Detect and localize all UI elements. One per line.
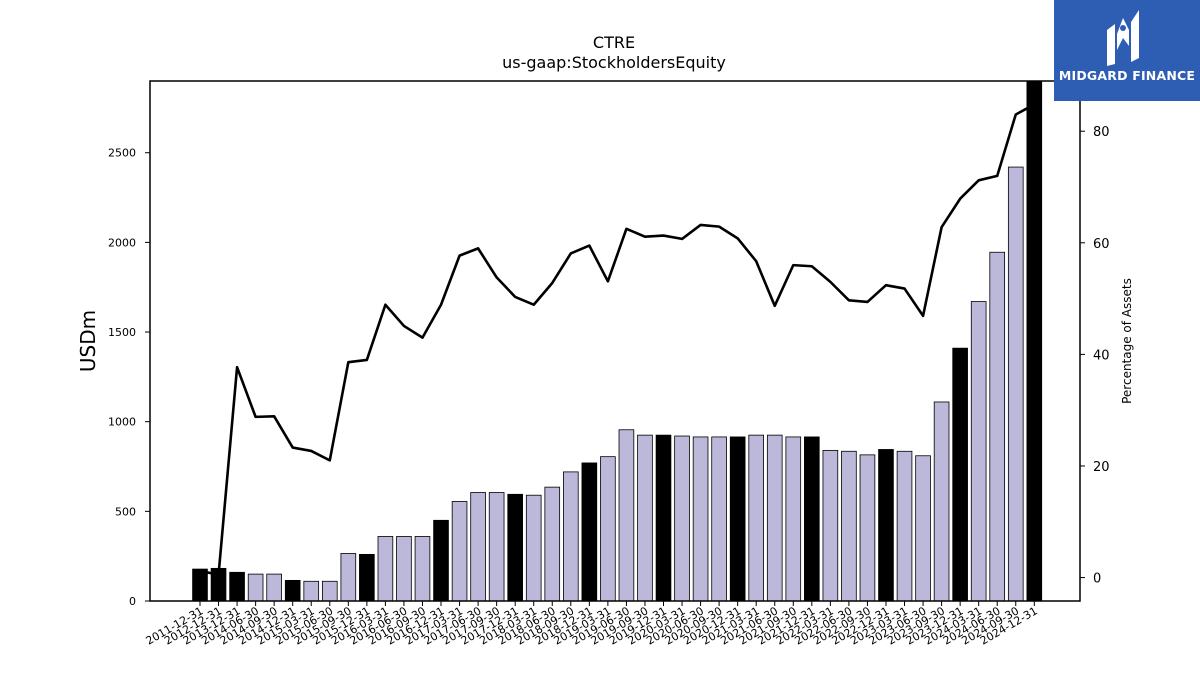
bar-2021-09-30 [785,436,802,602]
x-axis-ticks: 2011-12-312012-12-312013-12-312014-06-30… [144,601,1040,648]
chart-subtitle: us-gaap:StockholdersEquity [502,53,726,72]
bar-2014-12-31 [284,579,301,602]
bar-2023-09-30 [933,401,950,602]
bar-2021-06-30 [766,434,783,602]
bar-2020-12-31 [729,436,746,602]
bar-2017-09-30 [488,492,505,602]
bar-2017-06-30 [470,492,486,602]
y-tick-label: 2000 [108,236,136,249]
y-tick-label: 1500 [108,326,136,339]
bar-2015-06-30 [321,580,338,602]
percentage-line [199,103,1035,577]
bar-2020-03-31 [674,435,690,602]
bar-2018-06-30 [544,486,561,602]
y2-axis-ticks: 0 20 40 60 80 [1080,125,1110,587]
y2-tick-label: 40 [1093,348,1110,363]
bar-2016-06-30 [396,536,412,602]
bar-2019-03-31 [600,456,616,602]
bar-2022-09-30 [859,454,876,602]
y-axis-label: USDm [76,310,100,372]
y2-axis-label: Percentage of Assets [1120,278,1134,404]
bar-2022-03-31 [822,449,839,602]
bar-2024-12-31 [1026,80,1043,602]
bar-2023-03-31 [896,450,913,602]
bar-2017-12-31 [507,493,523,602]
bar-2021-12-31 [804,436,820,602]
bar-2015-12-31 [359,553,375,602]
bar-2016-12-31 [433,519,449,602]
bar-2018-03-31 [525,494,542,602]
logo-mark-icon [1107,10,1139,66]
bar-2018-09-30 [563,471,579,602]
y2-tick-label: 20 [1093,460,1110,475]
bar-2021-03-31 [748,434,764,602]
bar-2024-09-30 [1007,166,1024,602]
bar-2022-06-30 [841,450,857,602]
y2-tick-label: 0 [1093,572,1101,587]
line-group [199,103,1035,577]
logo-text: MIDGARD FINANCE [1058,68,1196,83]
bar-2019-12-31 [655,434,672,602]
y-tick-label: 2500 [108,147,136,160]
bar-2023-06-30 [915,455,931,602]
bar-2024-03-31 [970,301,987,602]
bar-2018-12-31 [581,462,598,602]
y2-tick-label: 60 [1093,237,1110,252]
bar-2013-12-31 [229,571,245,602]
bar-2011-12-31 [192,568,208,602]
bar-2020-09-30 [711,436,727,602]
y-axis-ticks: 0 500 1000 1500 2000 2500 [108,147,150,608]
y-tick-label: 500 [115,505,136,518]
bar-2015-09-30 [340,553,357,602]
bar-2016-03-31 [377,536,394,602]
bar-2019-09-30 [637,434,653,602]
bar-2019-06-30 [618,429,635,602]
bar-2014-09-30 [266,573,282,602]
bar-2022-12-31 [878,449,894,602]
bar-2014-06-30 [247,573,264,602]
bars-group [192,80,1043,602]
bar-2016-09-30 [414,536,431,602]
plot-frame [149,80,1081,602]
y2-tick-label: 80 [1093,125,1110,140]
chart-title: CTRE [593,33,635,52]
bar-2015-03-31 [303,580,320,602]
bar-2020-06-30 [692,436,709,602]
midgard-finance-logo: MIDGARD FINANCE [1054,0,1200,101]
bar-2023-12-31 [952,347,968,602]
y-tick-label: 1000 [108,416,136,429]
y-tick-label: 0 [129,595,136,608]
bar-2024-06-30 [989,251,1006,602]
bar-2017-03-31 [451,501,468,602]
